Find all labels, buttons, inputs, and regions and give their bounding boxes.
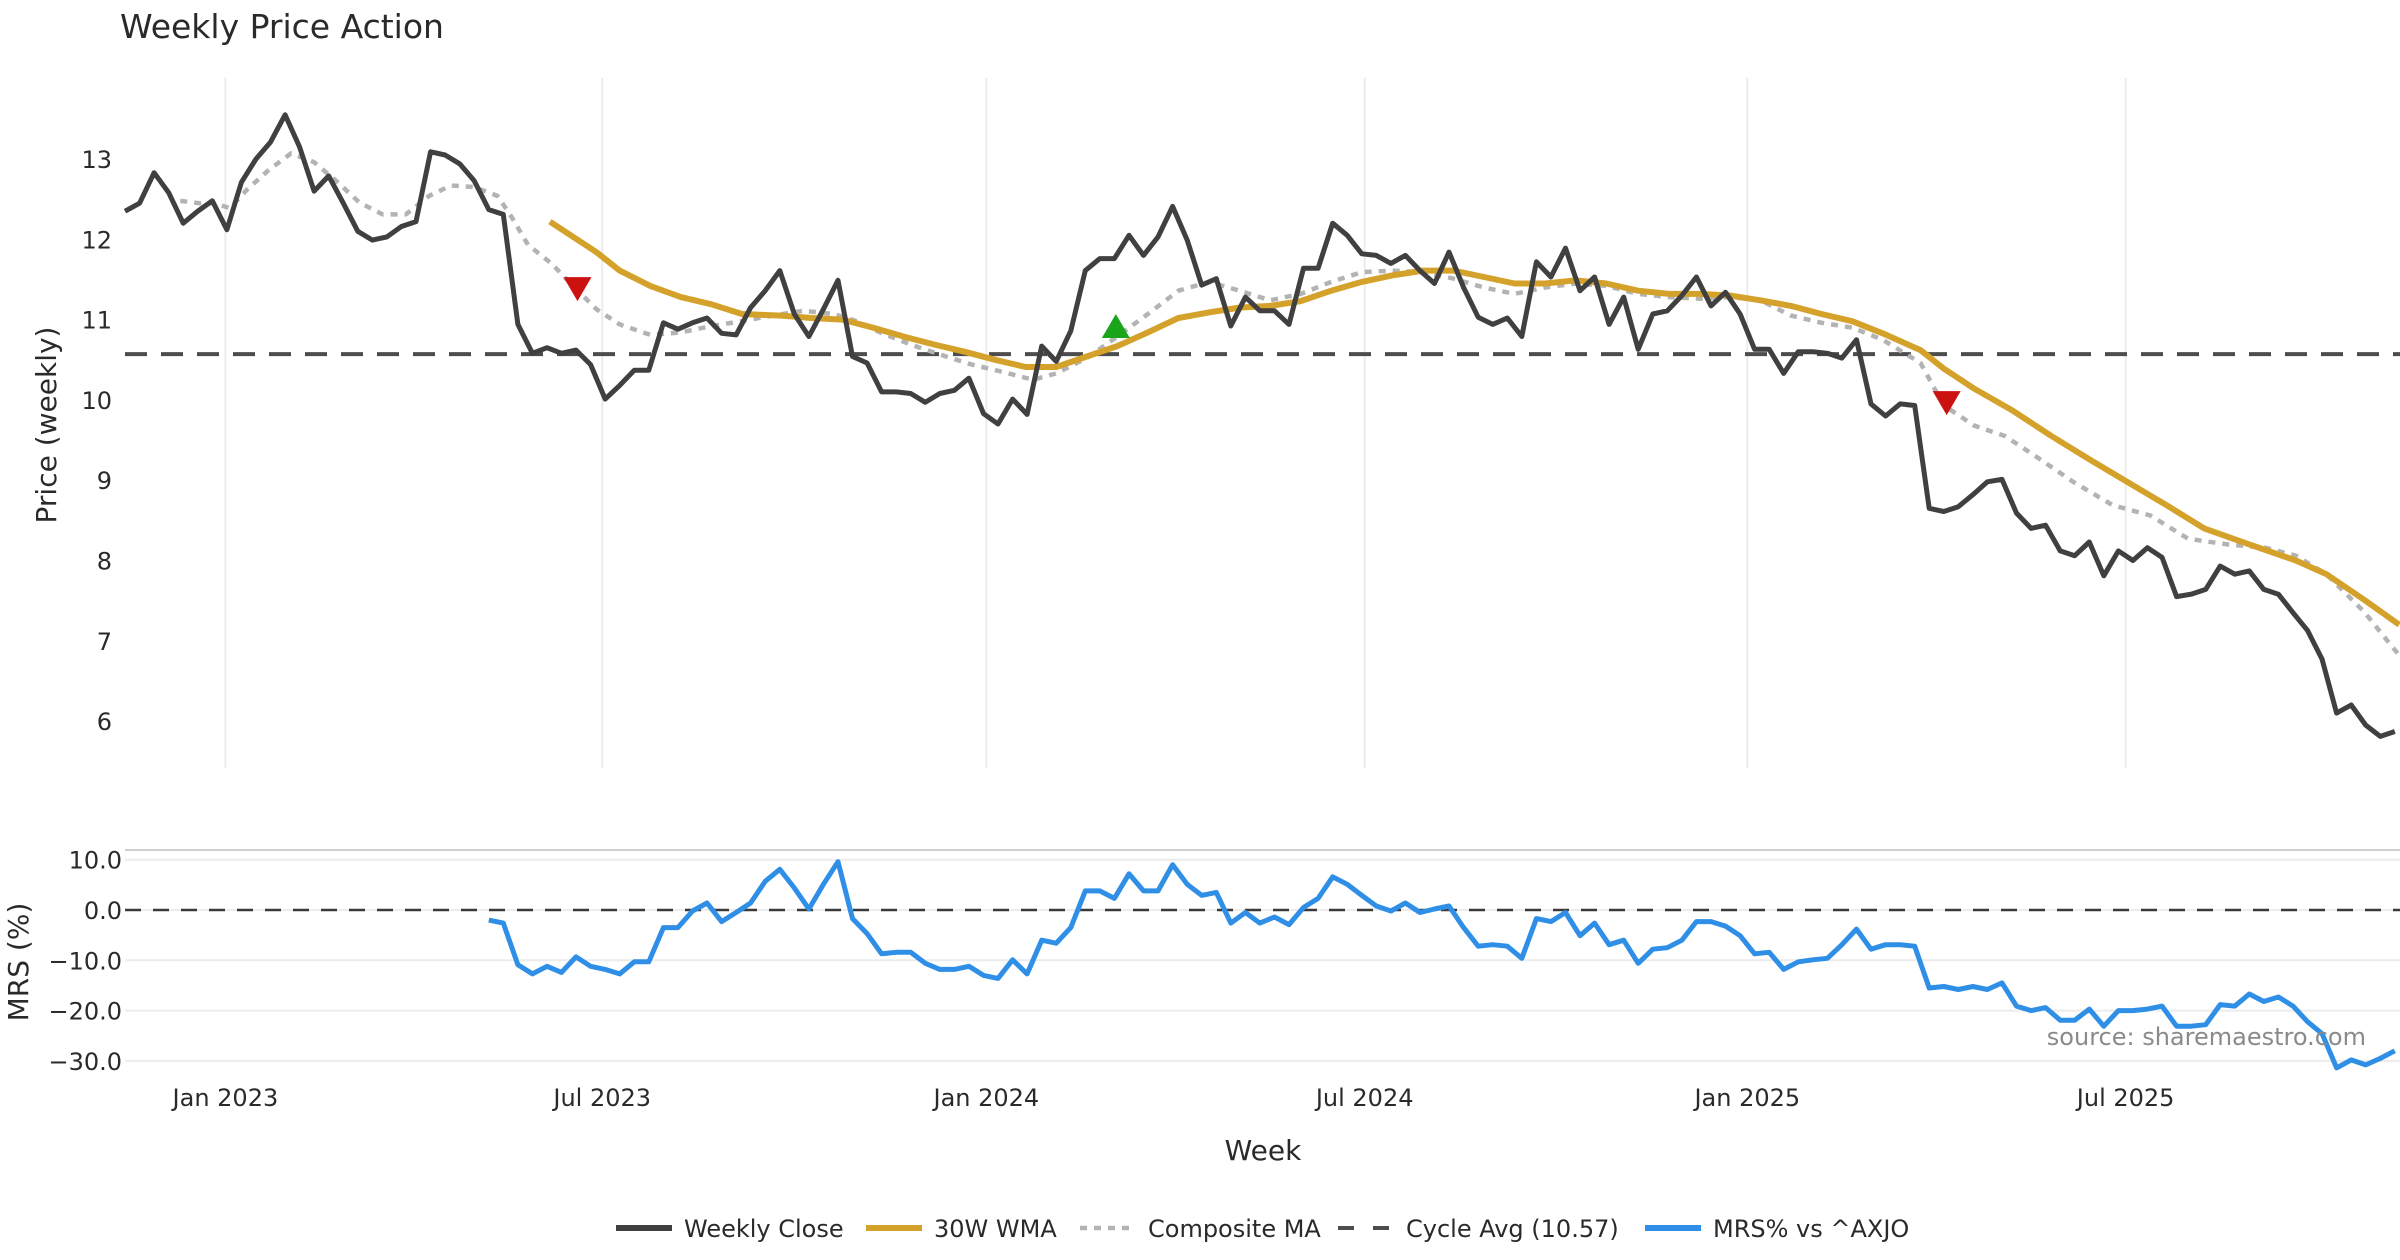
price-y-tick-label: 12 xyxy=(81,226,112,254)
legend: Weekly Close 30W WMA Composite MA Cycle Avg… xyxy=(616,1215,1909,1243)
weekly-close-line xyxy=(123,112,2396,739)
mrs-series xyxy=(488,859,2396,1071)
x-tick-label: Jan 2025 xyxy=(1692,1084,1800,1112)
legend-label: Weekly Close xyxy=(684,1215,844,1243)
legend-label: 30W WMA xyxy=(934,1215,1057,1243)
price-y-tick-label: 9 xyxy=(97,467,112,495)
price-series xyxy=(123,112,2400,739)
mrs-y-axis-label: MRS (%) xyxy=(2,903,35,1022)
legend-label: Composite MA xyxy=(1148,1215,1321,1243)
price-gridlines xyxy=(224,78,2127,768)
mrs-line xyxy=(488,859,2396,1071)
composite-ma-line xyxy=(180,151,2400,657)
price-y-tick-label: 6 xyxy=(97,708,112,736)
mrs-y-tick-label: −30.0 xyxy=(48,1048,122,1076)
sell-signal-marker xyxy=(1932,391,1961,416)
price-y-axis-label: Price (weekly) xyxy=(30,327,63,524)
source-note: source: sharemaestro.com xyxy=(2047,1023,2366,1051)
price-y-tick-label: 7 xyxy=(97,628,112,656)
x-tick-label: Jul 2024 xyxy=(1314,1084,1414,1112)
mrs-y-tick-label: 10.0 xyxy=(69,847,122,875)
x-tick-label: Jul 2023 xyxy=(551,1084,651,1112)
mrs-y-ticks: 10.0 0.0 −10.0 −20.0 −30.0 xyxy=(48,847,122,1076)
x-axis-label: Week xyxy=(1225,1134,1302,1167)
price-y-ticks: 6 7 8 9 10 11 12 13 xyxy=(81,146,112,736)
mrs-y-tick-label: 0.0 xyxy=(84,897,122,925)
wma-30w-line xyxy=(548,219,2400,628)
mrs-y-tick-label: −20.0 xyxy=(48,998,122,1026)
price-y-tick-label: 13 xyxy=(81,146,112,174)
legend-label: MRS% vs ^AXJO xyxy=(1713,1215,1909,1243)
chart-title: Weekly Price Action xyxy=(120,7,444,46)
buy-signal-marker xyxy=(1101,314,1130,339)
legend-label: Cycle Avg (10.57) xyxy=(1406,1215,1619,1243)
mrs-panel: 10.0 0.0 −10.0 −20.0 −30.0 MRS (%) source: s… xyxy=(2,847,2400,1076)
price-panel: 6 7 8 9 10 11 12 13 Price (weekly) xyxy=(30,78,2400,768)
x-tick-label: Jan 2023 xyxy=(171,1084,279,1112)
price-y-tick-label: 8 xyxy=(97,548,112,576)
signal-markers xyxy=(563,277,1961,416)
x-tick-label: Jan 2024 xyxy=(932,1084,1040,1112)
x-axis-ticks: Jan 2023 Jul 2023 Jan 2024 Jul 2024 Jan 2025… xyxy=(171,1084,2175,1112)
x-tick-label: Jul 2025 xyxy=(2075,1084,2175,1112)
mrs-y-tick-label: −10.0 xyxy=(48,947,122,975)
price-y-tick-label: 11 xyxy=(81,307,112,335)
sell-signal-marker xyxy=(563,277,592,302)
price-y-tick-label: 10 xyxy=(81,387,112,415)
